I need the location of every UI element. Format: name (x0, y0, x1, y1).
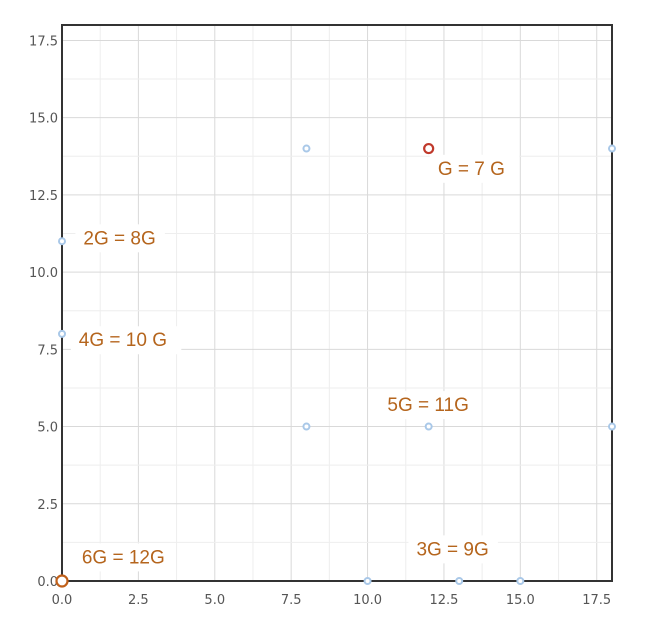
annotation-background (379, 391, 480, 420)
x-tick-label: 5.0 (204, 593, 225, 608)
y-tick-label: 2.5 (37, 498, 58, 513)
annotation-label: 5G = 11G (387, 395, 469, 416)
y-tick-label: 12.5 (29, 189, 58, 204)
scatter-point (55, 574, 69, 588)
scatter-point (424, 422, 433, 431)
x-tick-label: 15.0 (506, 593, 535, 608)
annotation: 6G = 12G (73, 543, 174, 572)
scatter-point (516, 577, 525, 585)
annotation: 5G = 11G (379, 391, 480, 420)
annotation-background (408, 535, 498, 564)
annotation-label: 3G = 9G (416, 539, 488, 560)
y-tick-label: 17.5 (29, 34, 58, 49)
scatter-point (58, 329, 66, 338)
x-tick-label: 10.0 (353, 593, 382, 608)
x-tick-label: 0.0 (52, 593, 73, 608)
annotation-background (73, 543, 174, 572)
plot-frame (61, 24, 613, 582)
y-tick-label: 10.0 (29, 266, 58, 281)
annotation: 4G = 10 G (70, 326, 182, 355)
x-axis-ticks: 0.0 2.5 5.0 7.5 10.0 12.5 15.0 17.5 (52, 593, 612, 608)
annotation-background (70, 326, 182, 355)
annotation: 3G = 9G (408, 535, 498, 564)
data-points (55, 142, 616, 588)
scatter-point (58, 237, 66, 246)
y-tick-label: 7.5 (37, 343, 58, 358)
annotation-label: G = 7 G (438, 159, 505, 180)
annotation-label: 4G = 10 G (79, 330, 167, 351)
annotation: G = 7 G (429, 154, 520, 183)
annotation-label: 6G = 12G (82, 547, 165, 568)
scatter-point (608, 144, 616, 153)
annotation-label: 2G = 8G (83, 228, 155, 249)
annotation-background (75, 224, 165, 253)
scatter-point (455, 577, 464, 585)
x-tick-label: 17.5 (582, 593, 611, 608)
y-tick-label: 5.0 (37, 421, 58, 436)
scatter-point (302, 422, 311, 431)
x-tick-label: 7.5 (281, 593, 302, 608)
scatter-point (608, 422, 616, 431)
scatter-point (423, 142, 435, 155)
scatter-point (363, 577, 372, 585)
annotations: G = 7 G 2G = 8G 4G = 10 G 5G = 11G 3G = 9G 6G… (70, 154, 520, 572)
scatter-point (302, 144, 311, 153)
y-tick-label: 0.0 (37, 575, 58, 590)
grid-lines (61, 25, 612, 582)
x-tick-label: 2.5 (128, 593, 149, 608)
annotation: 2G = 8G (75, 224, 165, 253)
y-tick-label: 15.0 (29, 112, 58, 127)
x-tick-label: 12.5 (429, 593, 458, 608)
annotation-background (429, 154, 520, 183)
y-axis-ticks: 0.0 2.5 5.0 7.5 10.0 12.5 15.0 17.5 (29, 34, 58, 590)
